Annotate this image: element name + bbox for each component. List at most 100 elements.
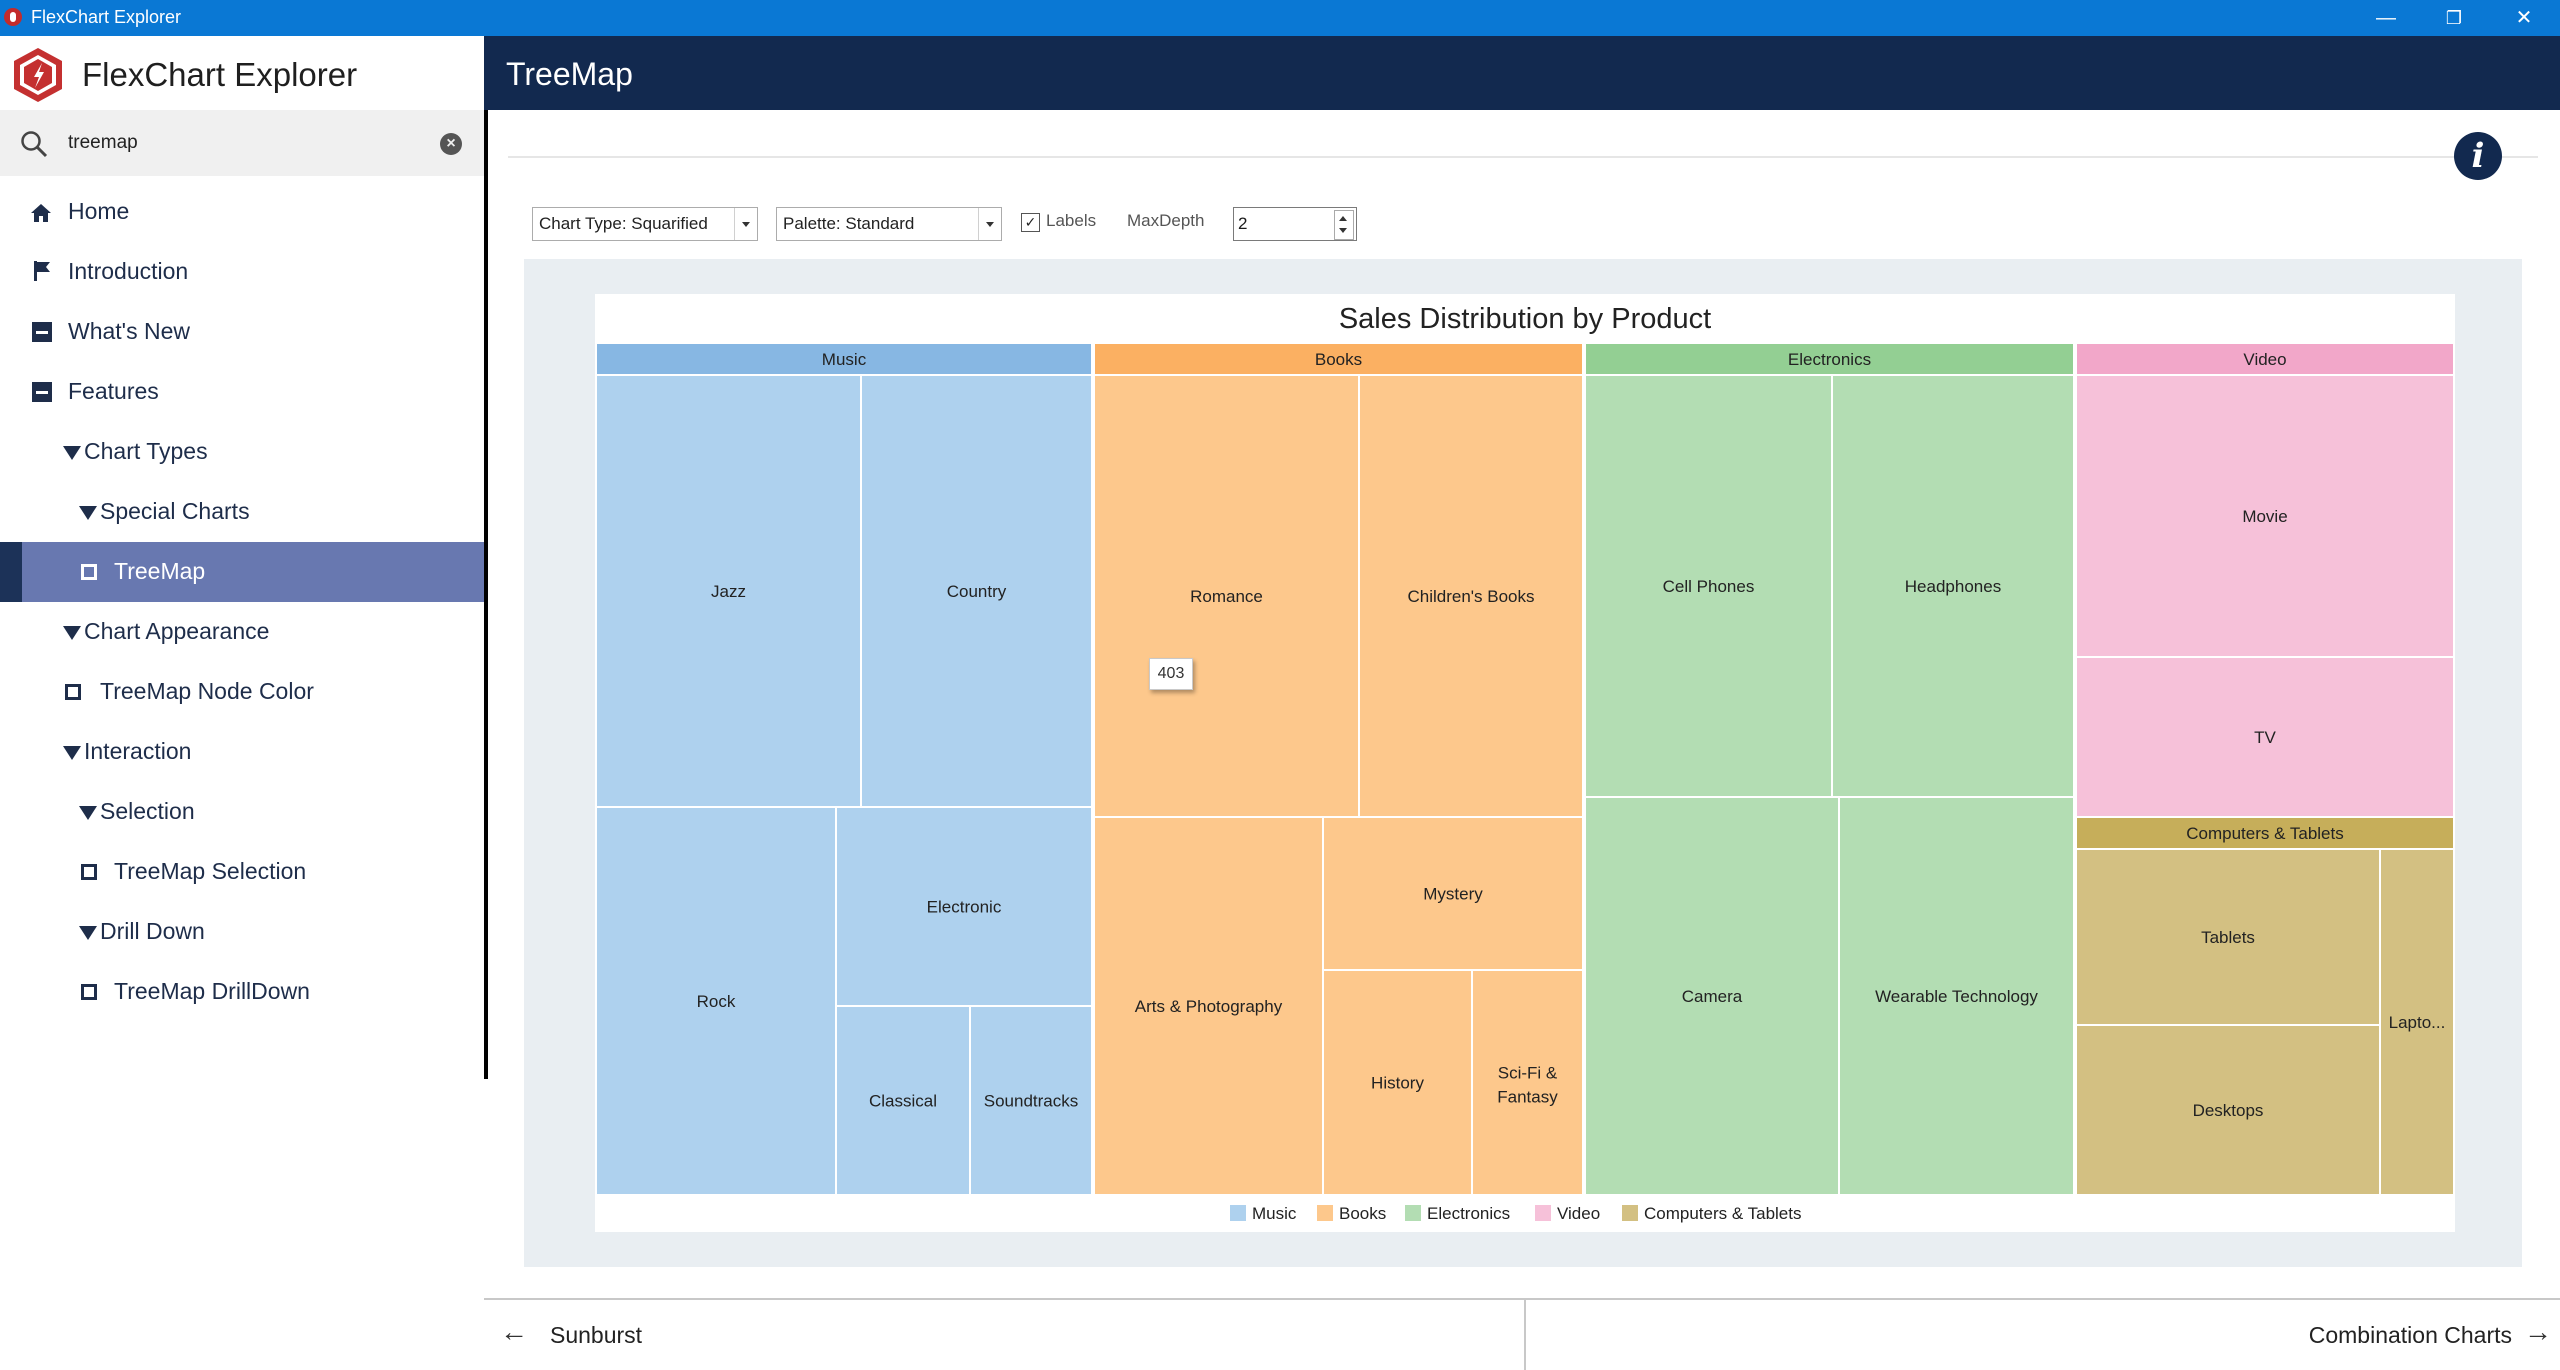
palette-select[interactable]: Palette: Standard bbox=[776, 207, 1002, 241]
minimize-button[interactable]: — bbox=[2376, 7, 2396, 29]
treemap-node-tv[interactable] bbox=[2077, 658, 2453, 816]
nav-item-introduction[interactable]: Introduction bbox=[0, 242, 484, 302]
legend-swatch-computers-tablets[interactable] bbox=[1622, 1205, 1638, 1221]
legend-swatch-music[interactable] bbox=[1230, 1205, 1246, 1221]
nav-item-treemap[interactable]: TreeMap bbox=[0, 542, 484, 602]
treemap-group-label: Video bbox=[2243, 350, 2286, 369]
window-title: FlexChart Explorer bbox=[31, 7, 182, 27]
clear-search-icon[interactable]: × bbox=[440, 133, 462, 155]
nav-item-home[interactable]: Home bbox=[0, 182, 484, 242]
expand-triangle-icon bbox=[79, 806, 97, 820]
treemap-node-arts-photography[interactable] bbox=[1095, 818, 1322, 1194]
treemap-node-country[interactable] bbox=[862, 376, 1091, 806]
flag-icon bbox=[32, 260, 52, 288]
chart-type-select[interactable]: Chart Type: Squarified bbox=[532, 207, 758, 241]
palette-value: Palette: Standard bbox=[783, 214, 915, 233]
legend-swatch-video[interactable] bbox=[1535, 1205, 1551, 1221]
window-titlebar[interactable]: FlexChart Explorer — ❐ ✕ bbox=[0, 0, 2560, 36]
nav-item-chart-types[interactable]: Chart Types bbox=[0, 422, 484, 482]
nav-item-drill-down[interactable]: Drill Down bbox=[0, 902, 484, 962]
treemap-group-header-video[interactable] bbox=[2077, 344, 2453, 374]
legend-label: Computers & Tablets bbox=[1644, 1204, 1801, 1223]
maxdepth-stepper[interactable]: 2 bbox=[1233, 207, 1357, 241]
treemap-group-header-computers-tablets[interactable] bbox=[2077, 818, 2453, 848]
prev-page-link[interactable]: Sunburst bbox=[550, 1322, 643, 1348]
nav-item-treemap-node-color[interactable]: TreeMap Node Color bbox=[0, 662, 484, 722]
stepper-buttons[interactable] bbox=[1334, 210, 1354, 240]
treemap-node-lapto[interactable] bbox=[2381, 850, 2453, 1194]
info-icon[interactable]: i bbox=[2454, 132, 2502, 180]
chart-type-value: Chart Type: Squarified bbox=[539, 214, 708, 233]
restore-button[interactable]: ❐ bbox=[2445, 8, 2463, 28]
legend-label: Music bbox=[1252, 1204, 1297, 1223]
leaf-square-icon bbox=[81, 864, 97, 880]
search-bar: × bbox=[0, 110, 484, 176]
treemap-node-mystery[interactable] bbox=[1324, 818, 1582, 969]
treemap-node-romance[interactable] bbox=[1095, 376, 1358, 816]
value-tooltip: 403 bbox=[1149, 658, 1193, 690]
nav-item-treemap-selection[interactable]: TreeMap Selection bbox=[0, 842, 484, 902]
treemap-node-label: Sci-Fi & bbox=[1498, 1064, 1558, 1083]
expand-triangle-icon bbox=[63, 746, 81, 760]
treemap-node-children-s-books[interactable] bbox=[1360, 376, 1582, 816]
treemap-node-history[interactable] bbox=[1324, 971, 1471, 1194]
treemap-node-label: Desktops bbox=[2193, 1101, 2264, 1120]
legend-swatch-books[interactable] bbox=[1317, 1205, 1333, 1221]
treemap-node-label: Fantasy bbox=[1497, 1088, 1558, 1107]
legend-label: Books bbox=[1339, 1204, 1386, 1223]
nav-item-label: TreeMap Selection bbox=[114, 858, 307, 884]
treemap-chart[interactable]: Sales Distribution by Product Music Jazz Co… bbox=[595, 294, 2455, 1232]
leaf-square-icon bbox=[81, 564, 97, 580]
labels-checkbox[interactable]: ✓ bbox=[1021, 213, 1040, 232]
treemap-group-header-electronics[interactable] bbox=[1586, 344, 2073, 374]
stepper-down-icon[interactable] bbox=[1339, 228, 1347, 233]
next-page-link[interactable]: Combination Charts bbox=[2308, 1322, 2512, 1348]
treemap-node-label: Arts & Photography bbox=[1135, 997, 1283, 1016]
treemap-node-desktops[interactable] bbox=[2077, 1026, 2379, 1194]
treemap-node-soundtracks[interactable] bbox=[971, 1007, 1091, 1194]
brand-name: FlexChart Explorer bbox=[82, 56, 358, 93]
nav-item-what-s-new[interactable]: What's New bbox=[0, 302, 484, 362]
treemap-node-classical[interactable] bbox=[837, 1007, 969, 1194]
arrow-right-icon[interactable]: → bbox=[2524, 1316, 2552, 1347]
close-button[interactable]: ✕ bbox=[2515, 7, 2533, 29]
treemap-node-label: Headphones bbox=[1905, 577, 2001, 596]
treemap-node-rock[interactable] bbox=[597, 808, 835, 1194]
chevron-down-icon bbox=[734, 208, 757, 240]
divider bbox=[508, 156, 2538, 158]
search-input[interactable] bbox=[66, 124, 430, 162]
treemap-node-camera[interactable] bbox=[1586, 798, 1838, 1194]
treemap-node-wearable-technology[interactable] bbox=[1840, 798, 2073, 1194]
page-title: TreeMap bbox=[506, 56, 633, 92]
brand-header: FlexChart Explorer bbox=[0, 36, 484, 110]
app-logo-icon bbox=[4, 8, 22, 26]
arrow-left-icon[interactable]: ← bbox=[500, 1316, 528, 1347]
treemap-node-movie[interactable] bbox=[2077, 376, 2453, 656]
treemap-group-header-music[interactable] bbox=[597, 344, 1091, 374]
nav-item-label: Selection bbox=[100, 798, 195, 824]
nav-item-selection[interactable]: Selection bbox=[0, 782, 484, 842]
chevron-down-icon bbox=[978, 208, 1001, 240]
nav-item-interaction[interactable]: Interaction bbox=[0, 722, 484, 782]
leaf-square-icon bbox=[81, 984, 97, 1000]
minus-icon bbox=[32, 382, 52, 402]
treemap-node-jazz[interactable] bbox=[597, 376, 860, 806]
nav-item-chart-appearance[interactable]: Chart Appearance bbox=[0, 602, 484, 662]
stepper-up-icon[interactable] bbox=[1339, 216, 1347, 221]
leaf-square-icon bbox=[65, 684, 81, 700]
treemap-node-tablets[interactable] bbox=[2077, 850, 2379, 1024]
treemap-group-header-books[interactable] bbox=[1095, 344, 1582, 374]
treemap-node-headphones[interactable] bbox=[1833, 376, 2073, 796]
treemap-node-label: History bbox=[1371, 1074, 1424, 1093]
treemap-node-electronic[interactable] bbox=[837, 808, 1091, 1005]
treemap-node-sci-fi-fantasy[interactable] bbox=[1473, 971, 1582, 1194]
maxdepth-value: 2 bbox=[1238, 214, 1248, 233]
nav-item-special-charts[interactable]: Special Charts bbox=[0, 482, 484, 542]
treemap-node-label: Movie bbox=[2242, 507, 2287, 526]
legend-swatch-electronics[interactable] bbox=[1405, 1205, 1421, 1221]
nav-item-features[interactable]: Features bbox=[0, 362, 484, 422]
treemap-group-label: Books bbox=[1315, 350, 1362, 369]
treemap-node-cell-phones[interactable] bbox=[1586, 376, 1831, 796]
nav-item-treemap-drilldown[interactable]: TreeMap DrillDown bbox=[0, 962, 484, 1022]
expand-triangle-icon bbox=[63, 446, 81, 460]
